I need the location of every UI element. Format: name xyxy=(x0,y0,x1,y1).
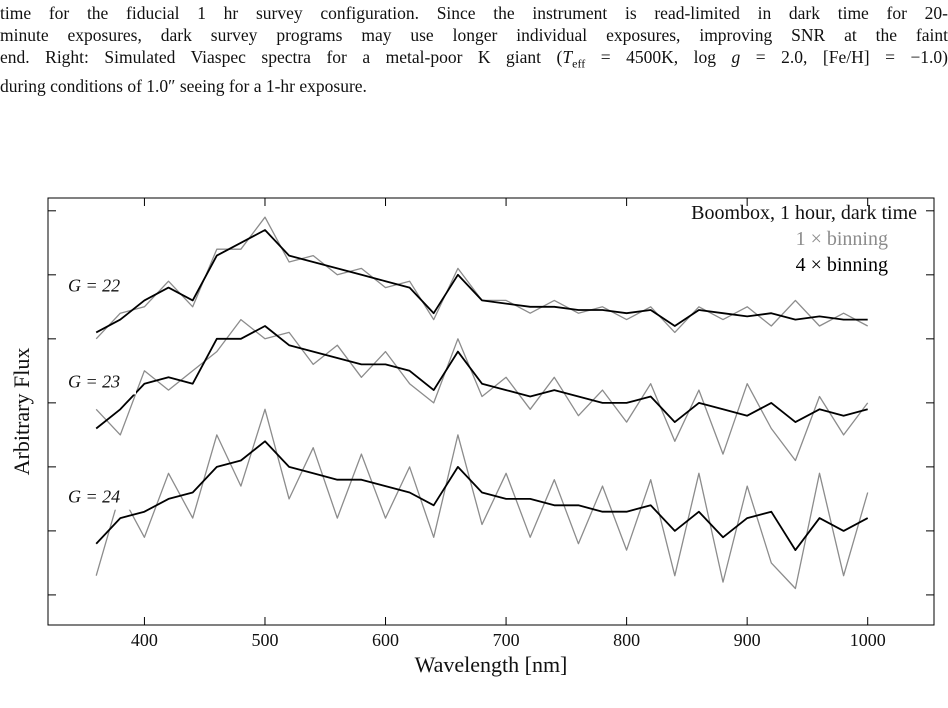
spectrum-line xyxy=(95,325,868,430)
caption-subscript: eff xyxy=(572,56,586,71)
caption-text: = 2.0, [Fe/H] = −1.0) xyxy=(740,47,948,67)
spectrum-line xyxy=(95,216,869,340)
x-tick-label: 600 xyxy=(372,630,399,650)
caption-text: minute exposures, dark survey programs m… xyxy=(0,25,948,45)
caption-text: end. Right: Simulated Viaspec spectra fo… xyxy=(0,47,563,67)
caption-line: time for the fiducial 1 hr survey config… xyxy=(0,2,948,24)
annotation-bg xyxy=(64,272,136,299)
caption-math: T xyxy=(562,47,573,67)
legend-entry: 1 × binning xyxy=(796,228,888,250)
legend-entry: 4 × binning xyxy=(796,254,888,276)
legend-title: Boombox, 1 hour, dark time xyxy=(691,202,917,224)
spectrum-line xyxy=(95,229,868,334)
y-axis-label: Arbitrary Flux xyxy=(9,348,34,476)
annotation-bg xyxy=(64,368,136,395)
annotation-bg xyxy=(64,483,136,510)
x-tick-label: 700 xyxy=(493,630,520,650)
caption-text: time for the fiducial 1 hr survey config… xyxy=(0,3,948,23)
x-tick-label: 400 xyxy=(131,630,158,650)
caption: time for the fiducial 1 hr survey config… xyxy=(0,2,948,97)
spectrum-line xyxy=(95,408,869,590)
x-tick-label: 1000 xyxy=(850,630,886,650)
caption-line: during conditions of 1.0″ seeing for a 1… xyxy=(0,75,948,97)
caption-line: end. Right: Simulated Viaspec spectra fo… xyxy=(0,46,948,75)
x-tick-label: 900 xyxy=(734,630,761,650)
x-tick-label: 500 xyxy=(251,630,278,650)
plot-frame xyxy=(47,197,935,626)
annotation: G = 22 xyxy=(68,275,120,295)
x-tick-label: 800 xyxy=(613,630,640,650)
annotation: G = 23 xyxy=(68,371,120,391)
caption-math: g xyxy=(731,47,741,67)
x-axis-label: Wavelength [nm] xyxy=(415,652,568,677)
caption-line: minute exposures, dark survey programs m… xyxy=(0,24,948,46)
spectrum-line xyxy=(95,440,869,551)
caption-text: during conditions of 1.0″ seeing for a 1… xyxy=(0,75,367,96)
spectrum-line xyxy=(95,318,869,462)
caption-text: = 4500K, log xyxy=(585,47,732,67)
annotation: G = 24 xyxy=(68,487,120,507)
